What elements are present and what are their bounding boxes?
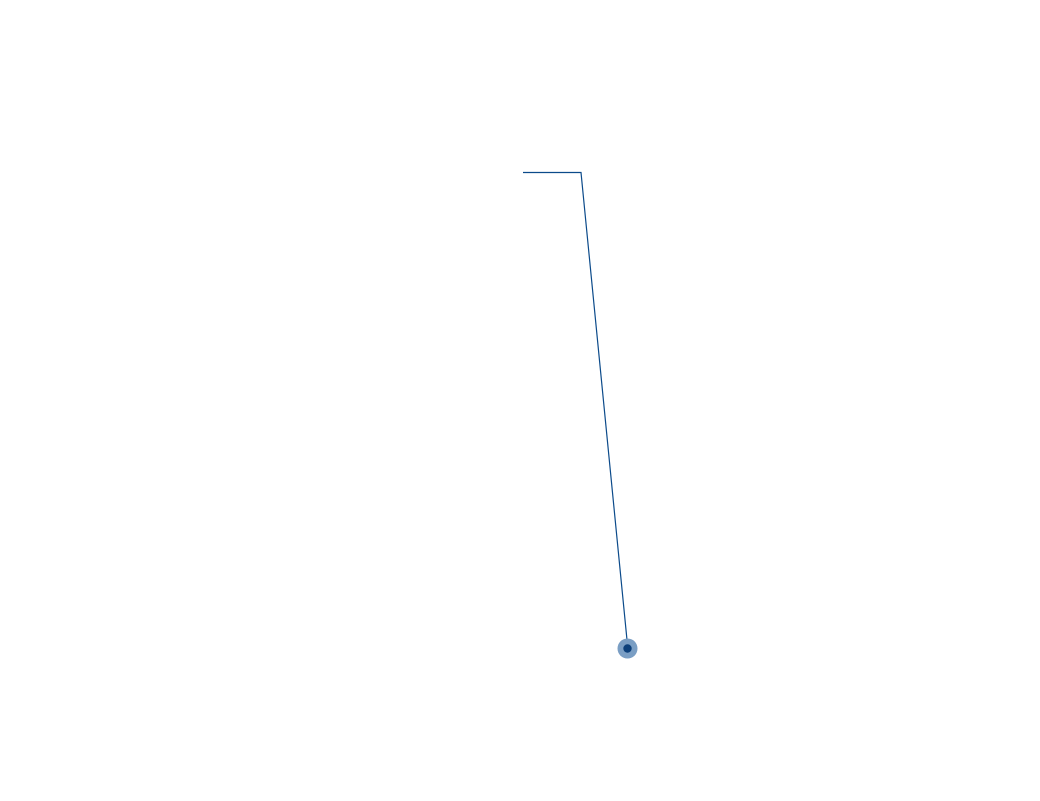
callout-marker-dot[interactable] <box>623 644 632 653</box>
callout-leader-line <box>523 171 628 641</box>
